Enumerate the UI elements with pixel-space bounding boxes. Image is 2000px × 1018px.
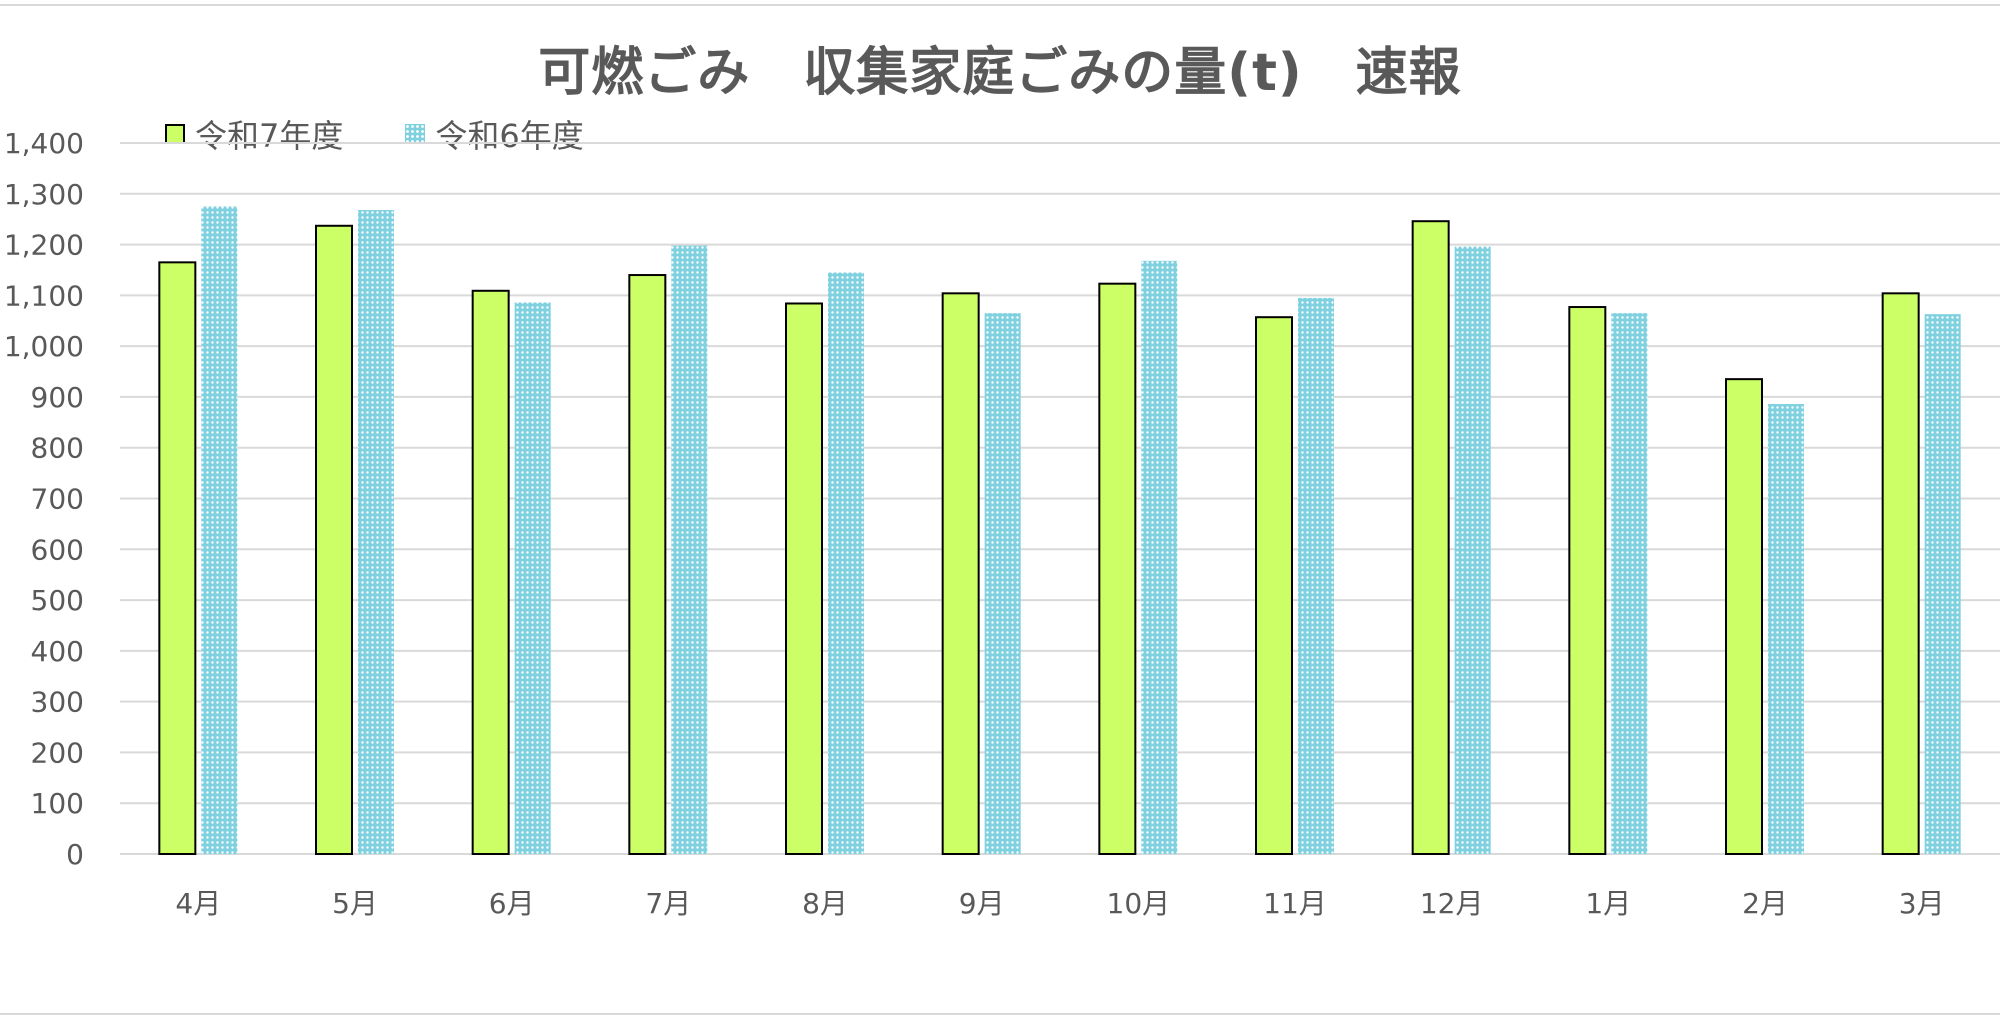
legend-label-series-1: 令和7年度 xyxy=(195,117,344,155)
bar-series-1 xyxy=(1881,292,1920,855)
bar-series-1 xyxy=(1255,316,1293,855)
bars xyxy=(158,206,1961,856)
bar-series-1 xyxy=(1098,282,1137,855)
bar-series-2 xyxy=(1924,314,1961,855)
legend-item-series-1: 令和7年度 xyxy=(165,111,343,157)
chart-frame-bottom xyxy=(0,1013,2000,1015)
gridlines xyxy=(120,142,2000,855)
x-tick-label: 11月 xyxy=(1263,887,1327,920)
legend-item-series-2: 令和6年度 xyxy=(405,111,584,157)
x-tick-label: 4月 xyxy=(175,887,221,920)
y-tick-label: 500 xyxy=(31,584,84,617)
y-axis: 0 100 200 300 400 500 600 700 800 900 1,000 1,100 1,… xyxy=(4,127,84,871)
legend-swatch-series-2 xyxy=(405,124,426,144)
chart-frame-top xyxy=(0,4,2000,6)
bar-series-1 xyxy=(158,261,197,855)
y-tick-label: 1,400 xyxy=(4,127,84,160)
y-tick-label: 300 xyxy=(31,686,84,719)
x-tick-label: 12月 xyxy=(1420,887,1484,920)
x-tick-label: 7月 xyxy=(645,887,691,920)
bar-series-1 xyxy=(628,274,667,855)
bar-series-1 xyxy=(471,289,510,855)
x-tick-label: 10月 xyxy=(1107,887,1171,920)
y-tick-label: 800 xyxy=(31,432,84,465)
bar-series-2 xyxy=(201,206,238,854)
bar-series-2 xyxy=(1298,297,1334,854)
bar-series-1 xyxy=(315,224,353,856)
x-axis: 4月 5月 6月 7月 8月 9月 10月 11月 12月 1月 2月 3月 xyxy=(175,887,1944,920)
y-tick-label: 900 xyxy=(31,381,84,414)
bar-series-2 xyxy=(1454,246,1491,855)
bar-series-2 xyxy=(828,272,864,855)
y-tick-label: 100 xyxy=(31,787,84,820)
y-tick-label: 1,200 xyxy=(4,229,84,262)
x-tick-label: 3月 xyxy=(1899,887,1945,920)
bar-series-1 xyxy=(785,302,823,855)
y-tick-label: 1,300 xyxy=(4,178,84,211)
y-tick-label: 200 xyxy=(31,736,84,769)
chart-title: 可燃ごみ 収集家庭ごみの量(t) 速報 xyxy=(538,43,1462,103)
x-tick-label: 2月 xyxy=(1742,887,1788,920)
bar-series-2 xyxy=(514,302,551,854)
bar-series-1 xyxy=(1568,306,1607,856)
bar-series-2 xyxy=(1141,260,1178,854)
bar-series-1 xyxy=(1411,220,1450,855)
legend-label-series-2: 令和6年度 xyxy=(435,117,584,155)
x-tick-label: 5月 xyxy=(332,887,378,920)
y-tick-label: 400 xyxy=(31,635,84,668)
bar-series-2 xyxy=(671,245,708,854)
y-tick-label: 600 xyxy=(31,533,84,566)
legend: 令和7年度 令和6年度 xyxy=(165,112,646,156)
bar-series-2 xyxy=(1768,404,1804,854)
y-tick-label: 1,000 xyxy=(4,330,84,363)
x-tick-label: 6月 xyxy=(489,887,535,920)
bar-series-2 xyxy=(358,210,394,855)
y-tick-label: 1,100 xyxy=(4,279,84,312)
y-tick-label: 700 xyxy=(31,483,84,516)
bar-series-2 xyxy=(1611,313,1648,854)
bar-series-2 xyxy=(984,313,1021,854)
x-tick-label: 1月 xyxy=(1585,887,1631,920)
x-tick-label: 8月 xyxy=(802,887,848,920)
x-tick-label: 9月 xyxy=(959,887,1005,920)
bar-series-1 xyxy=(941,292,980,855)
bar-series-1 xyxy=(1725,378,1763,855)
y-tick-label: 0 xyxy=(66,838,84,871)
